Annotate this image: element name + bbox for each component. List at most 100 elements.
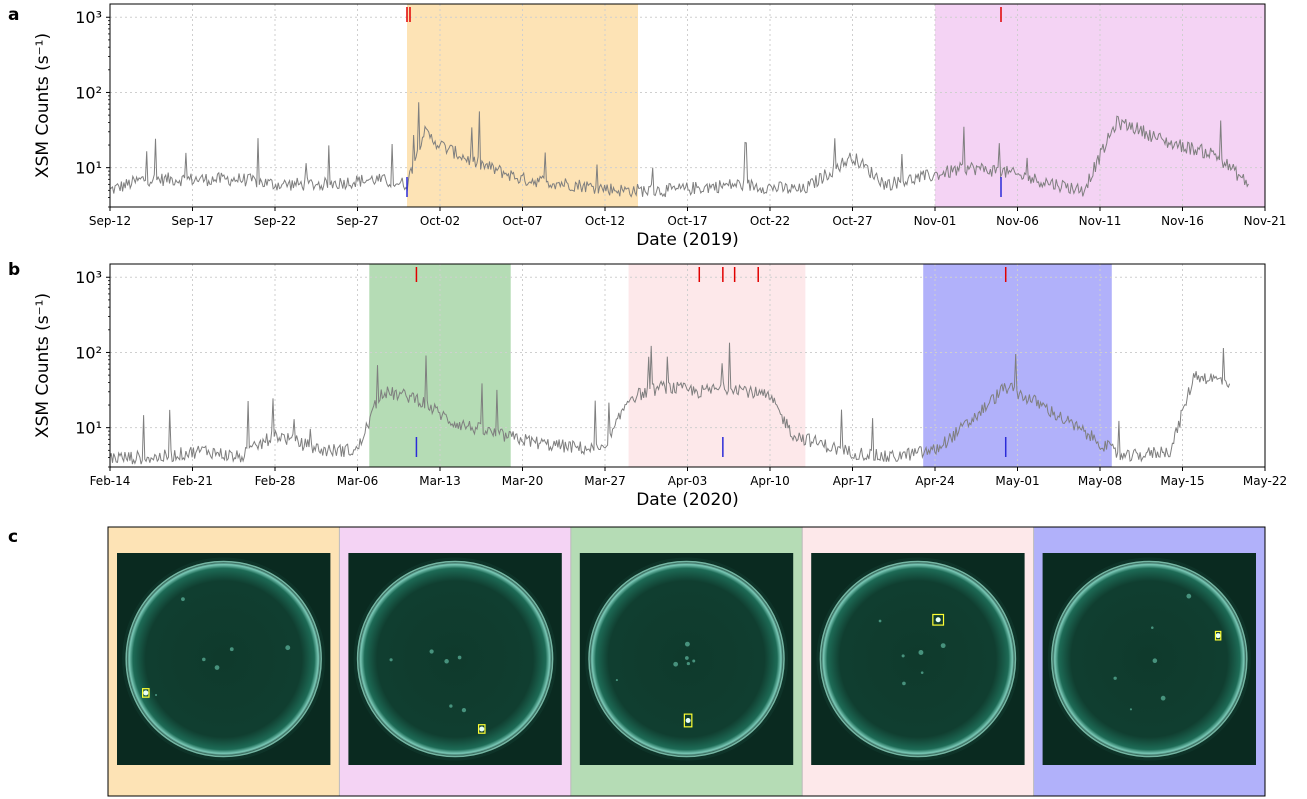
active-region-box	[932, 613, 945, 626]
bright-spot	[686, 661, 690, 666]
active-region	[685, 717, 691, 723]
plot-frame	[109, 3, 1266, 208]
x-tick-label: Mar-13	[419, 474, 460, 488]
panel-b-chart: Feb-14 Feb-21 Feb-28 Mar-06 Mar-13 Mar-20 Mar-…	[33, 263, 1287, 510]
x-tick-label: Sep-27	[336, 214, 378, 228]
y-tick-label: 10²	[75, 343, 102, 362]
bright-spot	[878, 619, 882, 623]
active-region	[143, 690, 149, 696]
solar-disk	[820, 561, 1016, 757]
active-region	[935, 617, 941, 623]
bright-spot	[154, 693, 158, 697]
solar-limb	[125, 560, 322, 758]
x-tick-label: Mar-27	[584, 474, 625, 488]
bright-spot	[692, 659, 696, 663]
active-region-box	[477, 724, 486, 734]
y-axis-label: XSM Counts (s⁻¹)	[33, 33, 53, 178]
y-tick-label: 10¹	[75, 159, 102, 178]
solar-disk	[1051, 561, 1247, 757]
x-tick-label: May-01	[995, 474, 1039, 488]
solar-disk	[126, 561, 322, 757]
x-tick-label: Apr-10	[750, 474, 790, 488]
bright-spot	[457, 655, 462, 660]
x-tick-label: Sep-22	[254, 214, 296, 228]
bright-spot	[1113, 676, 1117, 680]
solar-limb	[356, 560, 554, 758]
bright-spot	[901, 654, 905, 658]
x-tick-label: Oct-12	[585, 214, 625, 228]
x-tick-label: Feb-21	[172, 474, 213, 488]
bright-spot	[902, 681, 906, 686]
bright-spot	[940, 643, 946, 649]
bright-spot	[214, 665, 220, 670]
bright-spot	[1160, 695, 1166, 701]
panel-a-chart: Sep-12 Sep-17 Sep-22 Sep-27 Oct-02 Oct-07 Oct-…	[33, 3, 1287, 250]
y-tick-label: 10²	[75, 83, 102, 102]
x-tick-label: Nov-06	[996, 214, 1039, 228]
plot-frame	[109, 263, 1266, 468]
panel-letter-b: b	[8, 260, 20, 280]
x-tick-label: Apr-24	[915, 474, 955, 488]
x-tick-label: Oct-17	[667, 214, 707, 228]
x-tick-label: Feb-28	[255, 474, 296, 488]
x-tick-label: Sep-17	[171, 214, 213, 228]
bright-spot	[461, 707, 467, 713]
bright-spot	[181, 597, 185, 602]
solar-limb	[588, 560, 785, 758]
x-tick-label: Apr-03	[668, 474, 708, 488]
solar-disk	[357, 561, 553, 757]
bright-spot	[1152, 658, 1158, 663]
active-region	[479, 726, 485, 732]
bright-spot	[684, 656, 689, 660]
bright-spot	[444, 659, 449, 664]
series-line	[109, 342, 1231, 465]
y-tick-label: 10¹	[75, 419, 102, 438]
x-tick-label: Nov-16	[1161, 214, 1204, 228]
bright-spot	[1186, 593, 1192, 599]
x-tick-label: Oct-27	[832, 214, 872, 228]
x-tick-label: Oct-02	[420, 214, 460, 228]
y-tick-label: 10³	[75, 8, 102, 27]
x-tick-label: Oct-22	[750, 214, 790, 228]
x-tick-label: Nov-11	[1079, 214, 1122, 228]
x-tick-label: Nov-01	[914, 214, 957, 228]
x-tick-label: Mar-06	[337, 474, 378, 488]
x-tick-label: May-08	[1078, 474, 1122, 488]
panel-letter-c: c	[8, 527, 18, 547]
panel-c-images	[107, 526, 1266, 797]
solar-limb	[1051, 560, 1248, 758]
series-line	[109, 102, 1249, 198]
bright-spot	[389, 658, 393, 662]
x-tick-label: Feb-14	[90, 474, 131, 488]
bright-spot	[920, 671, 924, 674]
x-tick-label: Nov-21	[1244, 214, 1287, 228]
bright-spot	[673, 661, 679, 667]
x-axis-label: Date (2019)	[636, 230, 739, 250]
bright-spot	[1129, 708, 1133, 711]
solar-limb	[819, 560, 1017, 758]
bright-spot	[918, 650, 924, 655]
shaded-region-b-1	[628, 264, 806, 467]
x-tick-label: May-22	[1243, 474, 1287, 488]
y-axis-label: XSM Counts (s⁻¹)	[33, 293, 53, 438]
x-tick-label: Mar-20	[502, 474, 543, 488]
x-tick-label: Oct-07	[502, 214, 542, 228]
active-region	[1215, 633, 1221, 639]
x-axis-label: Date (2020)	[636, 490, 739, 510]
images-frame	[107, 526, 1266, 797]
active-region-box	[683, 713, 693, 728]
bright-spot	[449, 704, 453, 708]
active-region-box	[142, 688, 150, 698]
bright-spot	[684, 641, 690, 647]
bright-spot	[202, 657, 206, 662]
bright-spot	[429, 649, 434, 654]
y-tick-label: 10³	[75, 268, 102, 287]
bright-spot	[1151, 626, 1154, 629]
panel-letter-a: a	[8, 5, 19, 25]
active-region-box	[1214, 630, 1222, 641]
bright-spot	[285, 645, 291, 651]
bright-spot	[615, 679, 618, 682]
x-tick-label: Apr-17	[833, 474, 873, 488]
x-tick-label: May-15	[1160, 474, 1204, 488]
